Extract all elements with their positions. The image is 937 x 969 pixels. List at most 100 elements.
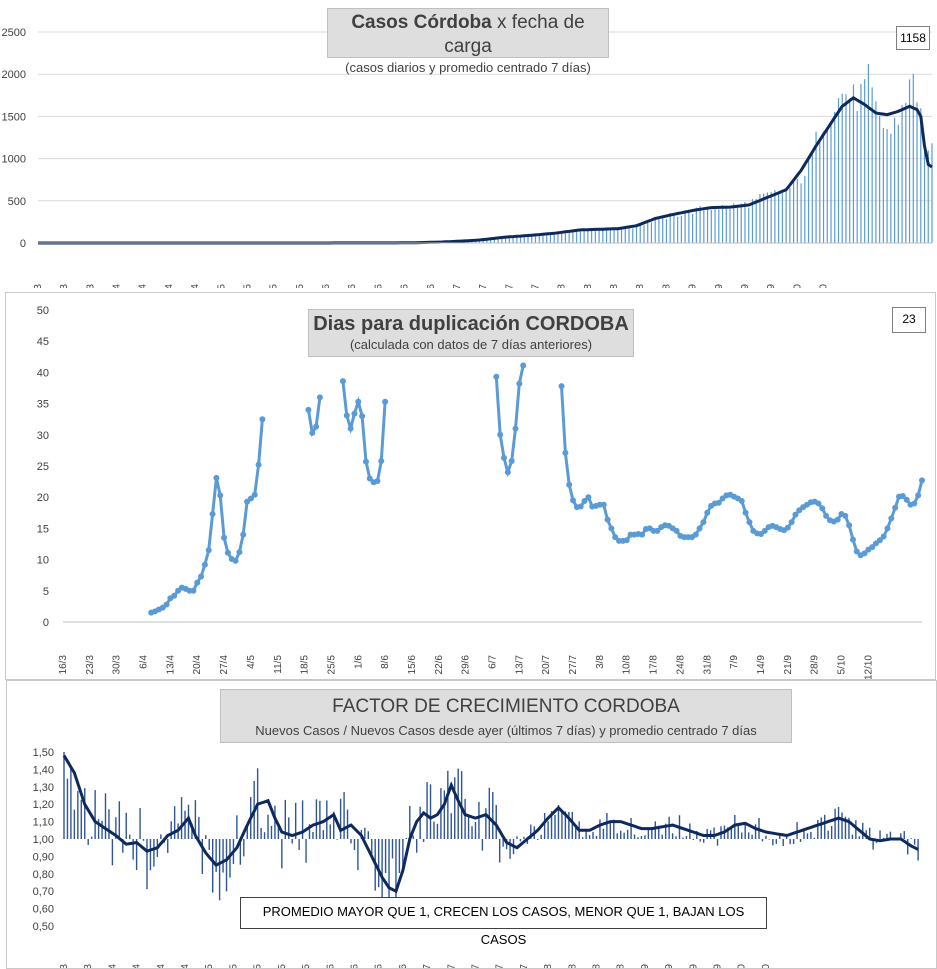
daily-bar — [549, 233, 552, 243]
factor-bar — [879, 830, 881, 839]
factor-bar — [651, 827, 653, 839]
factor-bar — [267, 814, 269, 839]
data-point — [585, 494, 592, 501]
x-tick-label: 4/5 — [246, 655, 257, 669]
data-point — [570, 497, 577, 504]
x-tick-label: 18/5 — [300, 655, 311, 675]
data-point — [853, 548, 860, 555]
data-point — [259, 416, 266, 423]
x-tick-label: 3/8 — [595, 655, 606, 669]
factor-bar — [301, 800, 304, 839]
factor-bar — [761, 839, 764, 842]
factor-bar — [118, 801, 121, 839]
factor-bar — [139, 808, 141, 839]
daily-bar — [927, 150, 929, 243]
daily-bar — [624, 229, 626, 243]
daily-bar — [770, 192, 772, 243]
data-point — [639, 531, 646, 538]
x-tick-label: 31/8 — [702, 655, 713, 675]
daily-bar — [564, 233, 567, 243]
chart-title: FACTOR DE CRECIMIENTO CORDOBA — [332, 696, 680, 717]
data-point — [623, 537, 630, 544]
chart-title: Dias para duplicación CORDOBA — [313, 313, 629, 335]
daily-bar — [920, 108, 922, 244]
y-tick-label: 15 — [37, 523, 49, 535]
data-point — [232, 557, 239, 564]
x-tick-label: 16/3 — [58, 655, 69, 675]
x-tick-label: 21/8 — [592, 964, 603, 968]
daily-bar — [908, 79, 911, 243]
data-point — [366, 475, 373, 482]
data-point — [190, 587, 197, 594]
x-tick-label: 10/7 — [446, 964, 457, 968]
daily-bar — [781, 192, 783, 243]
data-point — [566, 481, 573, 488]
chart-title-box: FACTOR DE CRECIMIENTO CORDOBA Nuevos Cas… — [220, 689, 792, 743]
factor-bar — [813, 837, 816, 839]
factor-bar — [685, 836, 688, 839]
factor-bar — [903, 831, 905, 839]
factor-bar — [343, 791, 345, 839]
data-point — [654, 527, 661, 534]
daily-bar — [766, 192, 769, 243]
daily-bar — [856, 110, 858, 243]
factor-bar — [284, 799, 287, 839]
x-tick-label: 1/5 — [204, 964, 215, 968]
x-tick-label: 8/6 — [380, 655, 391, 669]
series-line — [494, 365, 525, 478]
daily-bar — [650, 222, 653, 243]
data-point — [704, 509, 711, 516]
data-point — [497, 431, 504, 438]
daily-bar — [826, 127, 828, 243]
daily-bar — [830, 122, 832, 243]
daily-bar — [744, 201, 746, 243]
x-tick-label: 9/10 — [761, 964, 772, 968]
chart-subtitle: (calculada con datos de 7 días anteriore… — [349, 337, 593, 352]
daily-bar — [811, 151, 813, 243]
factor-bar — [142, 839, 145, 841]
data-point — [846, 522, 853, 529]
factor-bar — [834, 808, 836, 839]
factor-bar — [917, 839, 919, 861]
factor-bar — [433, 821, 435, 839]
data-point — [362, 458, 369, 465]
factor-bar — [841, 812, 843, 839]
daily-bar — [714, 209, 716, 243]
y-tick-label: 0 — [43, 617, 49, 629]
factor-bar — [741, 832, 743, 839]
factor-bar — [260, 827, 262, 839]
factor-bar — [588, 835, 591, 839]
daily-bar — [617, 227, 619, 243]
data-point — [236, 549, 243, 556]
daily-bar — [605, 229, 608, 243]
factor-bar — [236, 815, 238, 839]
x-tick-label: 25/5 — [295, 284, 306, 288]
daily-bar — [538, 235, 540, 243]
factor-bar — [664, 823, 667, 839]
data-point — [562, 449, 569, 456]
factor-bar — [281, 839, 283, 869]
factor-bar — [716, 839, 719, 846]
factor-bar — [191, 823, 193, 839]
factor-bar — [398, 839, 401, 873]
data-point — [558, 383, 565, 390]
series-line — [341, 380, 387, 484]
x-tick-label: 3/7 — [422, 964, 433, 968]
x-tick-label: 27/7 — [530, 284, 541, 288]
factor-bar — [889, 831, 892, 839]
latest-value-badge: 1158 — [896, 26, 930, 50]
x-tick-label: 28/9 — [766, 284, 777, 288]
data-point — [504, 469, 511, 476]
factor-bar — [789, 839, 791, 845]
daily-bar — [508, 237, 510, 243]
daily-bar — [834, 111, 836, 244]
factor-bar — [882, 837, 885, 839]
x-tick-label: 11/5 — [242, 284, 253, 288]
factor-bar — [319, 800, 321, 839]
factor-bar — [288, 817, 290, 839]
daily-bar — [807, 159, 810, 243]
data-point — [493, 373, 500, 380]
factor-bar — [135, 839, 138, 871]
factor-bar — [391, 839, 394, 859]
data-point — [221, 534, 228, 541]
